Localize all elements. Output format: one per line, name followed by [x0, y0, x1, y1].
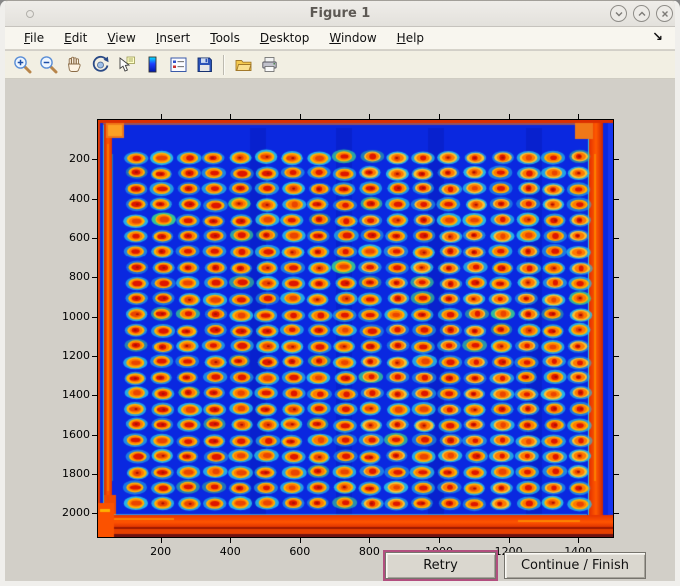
plot-axes — [97, 119, 614, 538]
y-tick-label: 1600 — [62, 427, 90, 441]
chevron-up-icon — [638, 11, 645, 16]
x-tick-label: 800 — [358, 545, 380, 558]
x-tick — [578, 114, 580, 119]
y-tick-label: 600 — [69, 231, 90, 245]
menu-window[interactable]: Window — [329, 31, 377, 45]
x-tick-label: 200 — [150, 545, 172, 558]
figure-canvas: 2004006008001000120014002004006008001000… — [5, 79, 675, 581]
open-folder-icon — [235, 60, 252, 71]
x-tick — [369, 538, 371, 543]
y-tick — [614, 159, 619, 161]
window-menu-icon[interactable] — [26, 10, 34, 18]
x-tick — [299, 114, 301, 119]
pan-hand-icon — [67, 56, 81, 72]
data-cursor-icon — [119, 56, 135, 72]
rotate-3d-icon — [92, 56, 109, 72]
dock-figure-icon[interactable]: ↘ — [652, 30, 663, 45]
x-tick — [439, 114, 440, 119]
y-tick — [92, 159, 97, 161]
x-tick — [369, 114, 371, 119]
menu-desktop[interactable]: Desktop — [259, 31, 310, 45]
y-tick — [614, 395, 619, 397]
colorbar-icon — [148, 56, 156, 73]
x-tick — [160, 538, 162, 543]
minimize-button[interactable] — [610, 5, 627, 22]
save-figure-button[interactable] — [192, 53, 216, 77]
x-tick — [508, 538, 510, 543]
figure-toolbar — [5, 51, 675, 79]
x-tick — [230, 114, 232, 119]
y-tick — [92, 316, 97, 318]
rotate-3d-button[interactable] — [88, 53, 112, 77]
y-tick-label: 1000 — [62, 309, 90, 323]
y-tick — [92, 474, 97, 476]
retry-button[interactable]: Retry — [383, 550, 498, 581]
y-tick — [92, 277, 97, 279]
zoom-out-icon — [39, 56, 57, 74]
x-tick — [578, 538, 580, 543]
menu-help[interactable]: Help — [396, 31, 425, 45]
legend-icon — [170, 57, 186, 72]
window-title: Figure 1 — [309, 6, 371, 21]
y-tick — [92, 434, 97, 436]
y-tick-label: 400 — [69, 191, 90, 205]
titlebar: Figure 1 — [5, 1, 675, 27]
y-tick-label: 2000 — [62, 506, 90, 520]
printer-icon — [261, 57, 277, 72]
chevron-down-icon — [615, 11, 622, 16]
menu-view[interactable]: View — [107, 31, 136, 45]
y-tick — [614, 277, 619, 279]
y-tick — [614, 198, 619, 200]
menu-file[interactable]: File — [24, 31, 45, 45]
pan-button[interactable] — [62, 53, 86, 77]
y-tick-label: 1200 — [62, 349, 90, 363]
insert-colorbar-button[interactable] — [140, 53, 164, 77]
y-tick — [92, 356, 97, 358]
y-tick — [614, 513, 619, 515]
menu-tools[interactable]: Tools — [210, 31, 240, 45]
x-tick — [299, 538, 301, 543]
insert-legend-button[interactable] — [166, 53, 190, 77]
y-tick — [614, 238, 619, 240]
x-tick — [508, 114, 510, 119]
x-tick — [160, 114, 162, 119]
y-tick — [614, 474, 619, 476]
y-tick-label: 1400 — [62, 388, 90, 402]
y-tick-label: 200 — [69, 152, 90, 166]
maximize-button[interactable] — [633, 5, 650, 22]
y-tick — [92, 198, 97, 200]
x-tick-label: 600 — [289, 545, 311, 558]
print-figure-button[interactable] — [257, 53, 281, 77]
save-icon — [197, 57, 212, 72]
menubar: File Edit View Insert Tools Desktop Wind… — [5, 27, 675, 50]
continue-finish-button[interactable]: Continue / Finish — [504, 552, 646, 579]
y-tick — [92, 513, 97, 515]
y-tick — [92, 238, 97, 240]
plot-image[interactable] — [98, 120, 613, 537]
y-tick-label: 1800 — [62, 467, 90, 481]
data-cursor-button[interactable] — [114, 53, 138, 77]
zoom-in-button[interactable] — [10, 53, 34, 77]
x-tick — [230, 538, 232, 543]
close-icon — [661, 10, 668, 17]
zoom-in-icon — [13, 56, 31, 74]
y-tick — [614, 434, 619, 436]
toolbar-separator — [223, 54, 224, 75]
x-tick — [439, 538, 440, 543]
close-button[interactable] — [656, 5, 673, 22]
menu-insert[interactable]: Insert — [155, 31, 191, 45]
y-tick — [92, 395, 97, 397]
open-file-button[interactable] — [231, 53, 255, 77]
y-tick — [614, 356, 619, 358]
x-tick-label: 400 — [219, 545, 241, 558]
y-tick — [614, 316, 619, 318]
zoom-out-button[interactable] — [36, 53, 60, 77]
menu-edit[interactable]: Edit — [64, 31, 88, 45]
y-tick-label: 800 — [69, 270, 90, 284]
